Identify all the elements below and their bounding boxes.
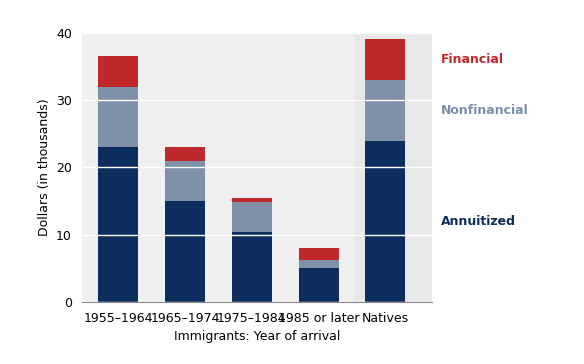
Bar bbox=[232, 198, 272, 202]
Y-axis label: Dollars (in thousands): Dollars (in thousands) bbox=[37, 99, 51, 236]
Bar bbox=[298, 248, 339, 260]
Bar bbox=[366, 141, 405, 302]
Bar bbox=[366, 39, 405, 80]
Bar bbox=[99, 56, 138, 87]
Bar bbox=[298, 268, 339, 302]
Bar bbox=[356, 33, 432, 302]
Bar bbox=[165, 161, 205, 201]
Text: Financial: Financial bbox=[441, 53, 504, 66]
Bar bbox=[232, 232, 272, 302]
Bar bbox=[165, 201, 205, 302]
Bar bbox=[366, 80, 405, 141]
Text: Nonfinancial: Nonfinancial bbox=[441, 104, 529, 117]
Bar bbox=[99, 147, 138, 302]
Bar bbox=[99, 87, 138, 147]
Bar bbox=[298, 260, 339, 268]
X-axis label: Immigrants: Year of arrival: Immigrants: Year of arrival bbox=[174, 331, 340, 343]
Bar bbox=[165, 147, 205, 161]
Bar bbox=[232, 202, 272, 232]
Text: Annuitized: Annuitized bbox=[441, 215, 516, 228]
